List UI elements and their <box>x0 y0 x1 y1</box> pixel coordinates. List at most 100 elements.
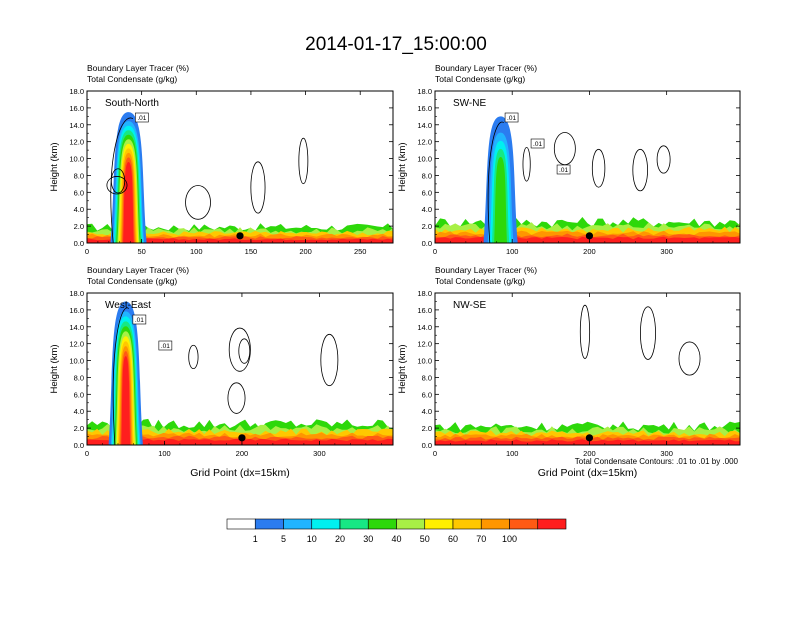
condensate-contour <box>553 132 576 166</box>
panel-subtitle-1: Boundary Layer Tracer (%) <box>435 265 537 275</box>
y-axis-label: Height (km) <box>397 344 408 393</box>
panel-bottom-right: 0.0 2.0 4.0 6.0 8.0 10.0 12.0 14.0 16.0 18.0 0 100 2… <box>397 265 741 479</box>
colorbar-label: 30 <box>363 534 373 544</box>
surface-marker <box>238 434 246 442</box>
condensate-contour <box>678 341 701 376</box>
x-tick-label: 200 <box>236 449 249 458</box>
y-tick-label: 4.0 <box>74 407 84 416</box>
y-tick-label: 14.0 <box>417 323 432 332</box>
y-tick-label: 8.0 <box>74 171 84 180</box>
condensate-contour <box>591 148 606 188</box>
bl-layer <box>87 438 393 445</box>
y-tick-label: 16.0 <box>69 104 84 113</box>
colorbar-swatch <box>311 518 341 530</box>
y-tick-label: 18.0 <box>69 289 84 298</box>
x-tick-label: 150 <box>245 247 258 256</box>
plume-shell <box>494 157 508 243</box>
y-tick-label: 12.0 <box>69 138 84 147</box>
y-tick-label: 14.0 <box>417 121 432 130</box>
y-tick-label: 6.0 <box>422 390 432 399</box>
y-axis-label: Height (km) <box>49 142 60 191</box>
plot-area <box>87 112 393 243</box>
condensate-contour <box>185 185 211 220</box>
colorbar-label: 60 <box>448 534 458 544</box>
y-tick-label: 8.0 <box>422 373 432 382</box>
panel-annotation: South-North <box>105 98 159 109</box>
surface-marker <box>585 434 594 442</box>
panel-annotation: SW-NE <box>453 98 486 109</box>
y-tick-label: 10.0 <box>417 357 432 366</box>
colorbar-swatch <box>283 518 313 530</box>
x-axis-label: Grid Point (dx=15km) <box>538 467 638 479</box>
x-tick-label: 200 <box>299 247 312 256</box>
y-tick-label: 4.0 <box>422 407 432 416</box>
condensate-contour <box>632 148 648 192</box>
plot-area <box>435 304 740 445</box>
plume-contour <box>487 121 504 243</box>
contour-label: .01 <box>533 141 542 148</box>
colorbar-label: 40 <box>391 534 401 544</box>
y-tick-label: 8.0 <box>422 171 432 180</box>
y-tick-label: 12.0 <box>417 340 432 349</box>
x-tick-label: 250 <box>354 247 367 256</box>
y-tick-label: 16.0 <box>69 306 84 315</box>
y-tick-label: 8.0 <box>74 373 84 382</box>
contour-label: .01 <box>507 115 516 122</box>
condensate-contour <box>579 304 591 359</box>
y-tick-label: 0.0 <box>74 239 84 248</box>
x-tick-label: 100 <box>506 247 519 256</box>
x-tick-label: 0 <box>433 247 437 256</box>
colorbar-label: 50 <box>420 534 430 544</box>
panel-subtitle-2: Total Condensate (g/kg) <box>87 276 177 286</box>
y-tick-label: 4.0 <box>74 205 84 214</box>
x-tick-label: 0 <box>85 247 89 256</box>
panel-top-left: .01 0.0 2.0 4.0 6.0 8.0 10.0 12.0 14.0 16.0 18.0 0 5… <box>49 63 394 256</box>
panel-annotation: West-East <box>105 300 151 311</box>
contour-label: .01 <box>135 317 144 324</box>
panel-subtitle-1: Boundary Layer Tracer (%) <box>435 63 537 73</box>
plot-area <box>87 301 393 445</box>
y-tick-label: 2.0 <box>422 424 432 433</box>
x-tick-label: 50 <box>137 247 145 256</box>
x-tick-label: 0 <box>85 449 89 458</box>
colorbar-label: 1 <box>253 534 258 544</box>
colorbar-swatch <box>254 518 284 530</box>
plume-contour <box>112 307 130 445</box>
y-tick-label: 6.0 <box>74 188 84 197</box>
panel-subtitle-2: Total Condensate (g/kg) <box>435 276 525 286</box>
bl-layer <box>435 439 740 445</box>
x-tick-label: 300 <box>313 449 326 458</box>
surface-marker <box>585 232 594 240</box>
y-tick-label: 10.0 <box>69 155 84 164</box>
colorbar-swatch <box>226 518 256 530</box>
condensate-contour <box>298 137 309 185</box>
plume-contour <box>110 117 134 243</box>
condensate-contour <box>227 382 246 414</box>
colorbar-label: 100 <box>502 534 517 544</box>
y-tick-label: 14.0 <box>69 121 84 130</box>
y-axis-label: Height (km) <box>397 142 408 191</box>
colorbar-label: 20 <box>335 534 345 544</box>
plume-shell <box>123 161 134 243</box>
panel-subtitle-2: Total Condensate (g/kg) <box>87 74 177 84</box>
contour-label: .01 <box>137 115 146 122</box>
y-tick-label: 2.0 <box>422 222 432 231</box>
plot-area <box>435 116 740 243</box>
colorbar-swatch <box>339 518 369 530</box>
x-tick-label: 200 <box>583 449 596 458</box>
contour-label-box <box>556 164 571 175</box>
panel-bottom-left: .01 .01 0.0 2.0 4.0 6.0 8.0 10.0 12.0 14.0 16.0 18.… <box>49 265 394 479</box>
contour-label: .01 <box>559 167 568 174</box>
condensate-contour <box>640 306 656 360</box>
x-tick-label: 300 <box>660 449 673 458</box>
y-tick-label: 2.0 <box>74 424 84 433</box>
y-tick-label: 4.0 <box>422 205 432 214</box>
condensate-contour <box>238 338 251 364</box>
panel-subtitle-1: Boundary Layer Tracer (%) <box>87 63 189 73</box>
contour-label: .01 <box>161 343 170 350</box>
y-tick-label: 2.0 <box>74 222 84 231</box>
y-tick-label: 10.0 <box>417 155 432 164</box>
y-tick-label: 16.0 <box>417 104 432 113</box>
